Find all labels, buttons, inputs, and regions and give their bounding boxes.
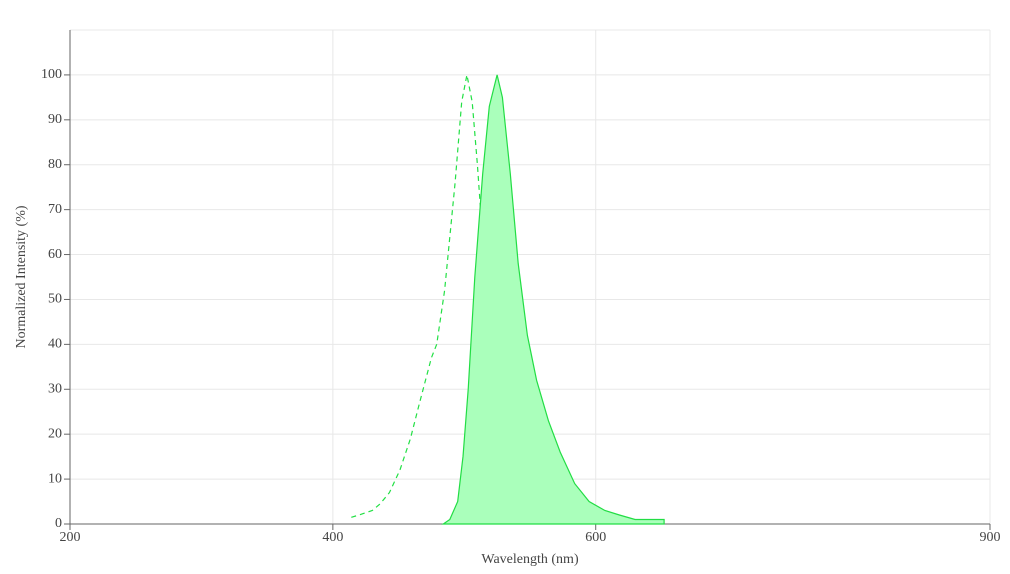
y-tick-label: 80	[48, 157, 62, 172]
x-axis-label: Wavelength (nm)	[481, 552, 579, 567]
y-tick-label: 20	[48, 426, 62, 441]
y-tick-label: 60	[48, 247, 62, 262]
y-tick-label: 100	[41, 67, 62, 82]
x-tick-label: 200	[60, 530, 81, 545]
y-tick-label: 90	[48, 112, 62, 127]
x-tick-label: 400	[322, 530, 343, 545]
x-tick-label: 600	[585, 530, 606, 545]
y-tick-label: 30	[48, 381, 62, 396]
y-tick-label: 0	[55, 516, 62, 531]
x-tick-label: 900	[980, 530, 1001, 545]
y-tick-label: 70	[48, 202, 62, 217]
y-axis-label: Normalized Intensity (%)	[14, 205, 29, 348]
y-tick-label: 50	[48, 292, 62, 307]
area	[441, 74, 665, 525]
y-tick-label: 10	[48, 471, 62, 486]
y-tick-label: 40	[48, 337, 62, 352]
